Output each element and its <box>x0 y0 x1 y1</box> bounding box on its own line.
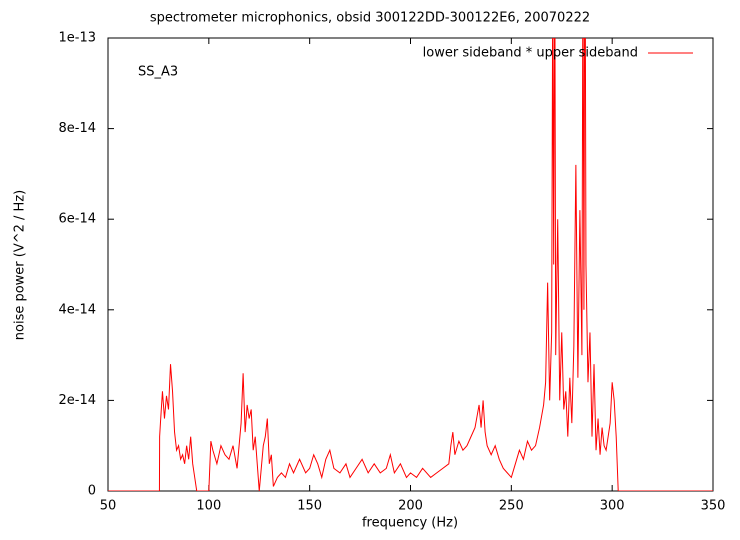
x-axis-label: frequency (Hz) <box>362 516 458 531</box>
plot-border <box>107 37 714 492</box>
x-tick-label: 250 <box>499 499 524 514</box>
legend-label: lower sideband * upper sideband <box>423 46 638 61</box>
y-tick-label: 8e-14 <box>58 121 96 136</box>
x-tick-label: 200 <box>398 499 423 514</box>
y-tick-label: 4e-14 <box>58 302 96 317</box>
y-tick-label: 2e-14 <box>58 393 96 408</box>
x-tick-label: 300 <box>600 499 625 514</box>
x-tick-label: 50 <box>100 499 117 514</box>
annotation: SS_A3 <box>138 65 178 80</box>
y-tick-label: 6e-14 <box>58 212 96 227</box>
data-line <box>108 38 713 491</box>
chart-title: spectrometer microphonics, obsid 300122D… <box>150 11 590 26</box>
y-axis-label: noise power (V^2 / Hz) <box>13 190 28 340</box>
x-tick-label: 350 <box>701 499 726 514</box>
y-tick-label: 0 <box>88 484 96 499</box>
x-tick-label: 100 <box>196 499 221 514</box>
x-tick-label: 150 <box>297 499 322 514</box>
y-tick-label: 1e-13 <box>58 31 96 46</box>
